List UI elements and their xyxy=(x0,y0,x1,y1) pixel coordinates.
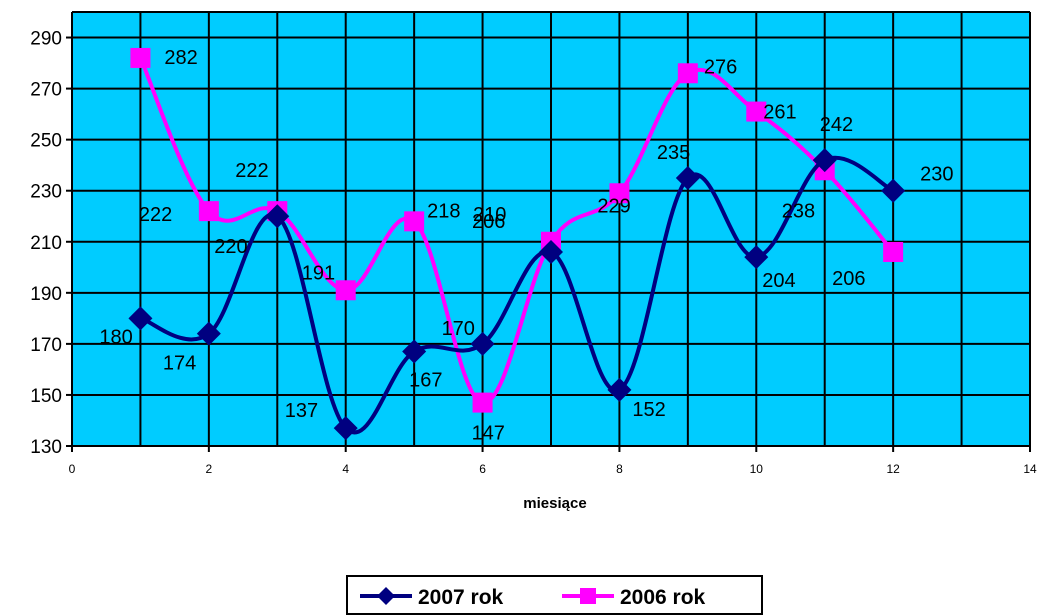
y-tick-label: 190 xyxy=(30,284,62,305)
data-label: 210 xyxy=(473,204,506,226)
data-point xyxy=(404,211,425,232)
legend-marker xyxy=(377,587,395,605)
x-tick-label: 12 xyxy=(886,462,900,476)
data-point xyxy=(335,280,356,301)
data-label: 152 xyxy=(632,399,665,421)
y-tick-label: 250 xyxy=(30,131,62,152)
legend-item-0: 2007 rok xyxy=(360,586,504,609)
data-label: 218 xyxy=(427,200,460,222)
y-tick-label: 230 xyxy=(30,182,62,203)
data-label: 276 xyxy=(704,56,737,78)
data-label: 180 xyxy=(99,326,132,348)
x-tick-label: 6 xyxy=(479,462,486,476)
data-labels: 180 174 220 137 167 170 206 152 235 204 242 230 282 2… xyxy=(99,47,953,445)
data-point xyxy=(746,101,767,122)
data-point xyxy=(539,239,563,264)
y-tick-label: 210 xyxy=(30,233,62,254)
legend-label: 2007 rok xyxy=(418,586,504,609)
legend-label: 2006 rok xyxy=(620,586,706,609)
data-label: 204 xyxy=(762,270,795,292)
data-label: 238 xyxy=(782,200,815,222)
x-tick-label: 8 xyxy=(616,462,623,476)
data-label: 230 xyxy=(920,164,953,186)
data-label: 261 xyxy=(763,102,796,124)
data-point xyxy=(677,63,698,84)
data-point xyxy=(883,241,904,262)
x-axis-title: miesiące xyxy=(523,495,586,512)
data-label: 170 xyxy=(442,318,475,340)
x-tick-label: 2 xyxy=(206,462,213,476)
series-0 xyxy=(128,148,906,441)
y-axis-ticks: 130 150 170 190 210 230 250 270 290 xyxy=(30,29,62,458)
y-tick-label: 290 xyxy=(30,29,62,50)
series-layer xyxy=(128,47,906,441)
data-point xyxy=(130,47,151,68)
legend-item-1: 2006 rok xyxy=(562,586,706,609)
data-point xyxy=(265,204,290,229)
data-label: 229 xyxy=(597,195,630,217)
data-label: 191 xyxy=(302,262,335,284)
x-tick-label: 10 xyxy=(750,462,764,476)
data-point xyxy=(744,245,769,270)
data-point xyxy=(402,339,427,364)
data-point xyxy=(881,178,906,203)
data-point xyxy=(675,165,700,190)
data-label: 282 xyxy=(164,47,197,69)
data-label: 167 xyxy=(409,370,442,392)
data-label: 235 xyxy=(657,142,690,164)
data-point xyxy=(196,321,221,346)
legend-box xyxy=(346,575,763,615)
data-point xyxy=(333,416,358,441)
data-label: 137 xyxy=(285,400,318,422)
y-tick-label: 130 xyxy=(30,437,62,458)
y-tick-label: 170 xyxy=(30,335,62,356)
data-label: 242 xyxy=(820,114,853,136)
gridlines xyxy=(71,11,1031,447)
data-label: 220 xyxy=(214,236,247,258)
data-label: 222 xyxy=(235,160,268,182)
data-point xyxy=(128,306,153,331)
data-label: 206 xyxy=(472,211,505,233)
data-point xyxy=(198,201,219,222)
data-label: 222 xyxy=(139,204,172,226)
data-point xyxy=(812,148,837,173)
data-label: 174 xyxy=(163,353,196,375)
x-tick-label: 14 xyxy=(1023,462,1037,476)
data-label: 147 xyxy=(472,423,505,445)
y-tick-label: 270 xyxy=(30,80,62,101)
x-axis-ticks: 0 2 4 6 8 10 12 14 xyxy=(69,462,1037,476)
data-point xyxy=(472,392,493,413)
plot-area xyxy=(66,11,1031,452)
legend: 2007 rok 2006 rok xyxy=(346,575,763,615)
data-point xyxy=(609,183,630,204)
legend-marker xyxy=(580,588,596,604)
data-point xyxy=(470,331,495,356)
data-point xyxy=(607,377,632,402)
x-tick-label: 0 xyxy=(69,462,76,476)
data-label: 206 xyxy=(832,268,865,290)
y-tick-label: 150 xyxy=(30,386,62,407)
x-tick-label: 4 xyxy=(342,462,349,476)
